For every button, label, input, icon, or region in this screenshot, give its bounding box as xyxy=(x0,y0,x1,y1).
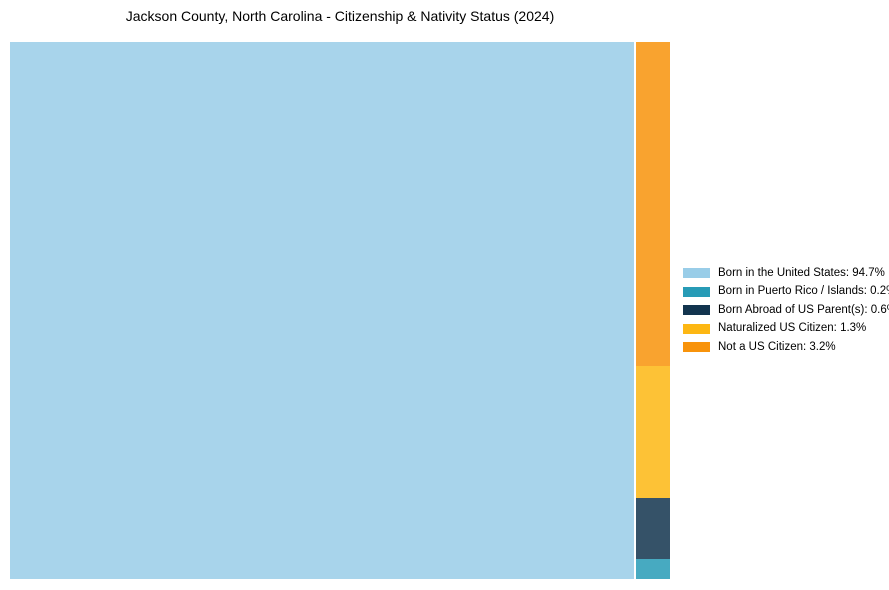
legend-swatch-born-in-the-united-states xyxy=(683,268,710,279)
legend-item-born-abroad-of-us-parent-s: Born Abroad of US Parent(s): 0.6% xyxy=(683,301,889,320)
legend-item-born-in-the-united-states: Born in the United States: 94.7% xyxy=(683,264,889,283)
treemap-segment-not-a-us-citizen xyxy=(635,42,670,367)
chart-title: Jackson County, North Carolina - Citizen… xyxy=(125,8,555,24)
treemap-plot xyxy=(10,42,670,579)
legend-label: Naturalized US Citizen: 1.3% xyxy=(718,322,867,334)
legend-swatch-born-abroad-of-us-parent-s xyxy=(683,305,710,316)
legend-label: Not a US Citizen: 3.2% xyxy=(718,340,836,353)
legend-swatch-not-a-us-citizen xyxy=(683,342,710,353)
legend-swatch-born-in-puerto-rico-islands xyxy=(683,286,710,297)
legend-item-naturalized-us-citizen: Naturalized US Citizen: 1.3% xyxy=(683,320,889,339)
legend-item-born-in-puerto-rico-islands: Born in Puerto Rico / Islands: 0.2% xyxy=(683,283,889,302)
treemap-segment-born-in-puerto-rico-islands xyxy=(635,558,670,579)
legend-item-not-a-us-citizen: Not a US Citizen: 3.2% xyxy=(683,338,889,357)
legend: Born in the United States: 94.7% Born in … xyxy=(683,264,889,357)
legend-label: Born in the United States: 94.7% xyxy=(718,266,885,279)
legend-swatch-naturalized-us-citizen xyxy=(683,323,710,334)
legend-label: Born Abroad of US Parent(s): 0.6% xyxy=(718,303,889,316)
legend-label: Born in Puerto Rico / Islands: 0.2% xyxy=(718,285,889,297)
treemap-segment-naturalized-us-citizen xyxy=(635,366,670,498)
treemap-segment-born-abroad-of-us-parent-s xyxy=(635,497,670,559)
treemap-segment-born-in-the-united-states xyxy=(10,42,634,579)
